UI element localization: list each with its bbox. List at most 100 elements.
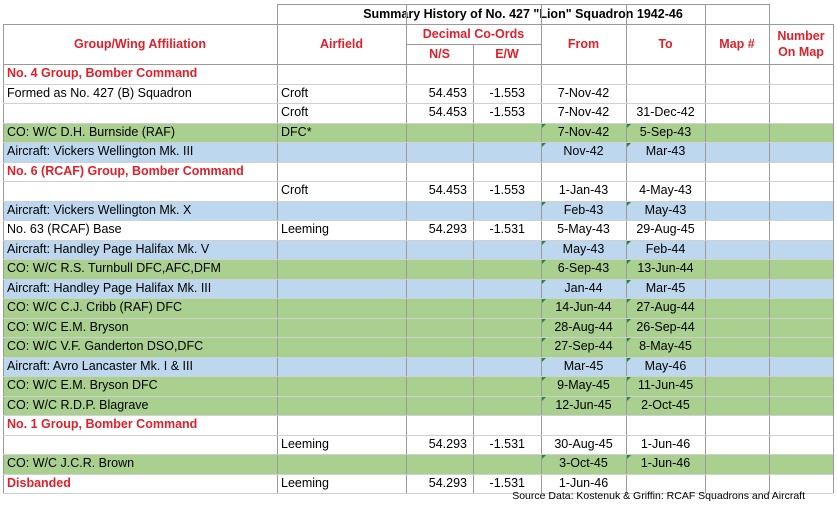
cell-to[interactable]: Mar-45 bbox=[645, 280, 686, 295]
cell-ew[interactable] bbox=[473, 298, 541, 318]
cell-to[interactable] bbox=[626, 64, 705, 84]
cell-airfield[interactable]: Croft bbox=[281, 105, 309, 119]
cell-ew[interactable]: -1.553 bbox=[489, 183, 525, 197]
cell-ew[interactable] bbox=[473, 162, 541, 182]
cell-from[interactable]: 30-Aug-45 bbox=[554, 436, 613, 451]
cell-ew[interactable] bbox=[473, 259, 541, 279]
cell-group[interactable]: No. 63 (RCAF) Base bbox=[7, 222, 122, 236]
cell-from[interactable]: 5-May-43 bbox=[557, 222, 610, 236]
cell-to[interactable]: Feb-44 bbox=[645, 241, 686, 256]
cell-ew[interactable] bbox=[473, 337, 541, 357]
cell-to[interactable]: 5-Sep-43 bbox=[639, 124, 692, 139]
cell-ns[interactable]: 54.453 bbox=[428, 105, 467, 119]
cell-airfield[interactable] bbox=[277, 201, 406, 221]
cell-airfield[interactable]: Leeming bbox=[281, 475, 329, 490]
cell-ew[interactable] bbox=[473, 318, 541, 338]
cell-from[interactable]: 12-Jun-45 bbox=[555, 397, 612, 412]
cell-from[interactable]: 7-Nov-42 bbox=[557, 85, 610, 100]
cell-from[interactable]: 7-Nov-42 bbox=[557, 105, 610, 119]
cell-group[interactable]: No. 6 (RCAF) Group, Bomber Command bbox=[7, 163, 244, 178]
cell-ns[interactable] bbox=[406, 415, 473, 435]
cell-group[interactable] bbox=[3, 103, 277, 123]
cell-to[interactable]: 13-Jun-44 bbox=[637, 261, 694, 275]
cell-to[interactable]: May-46 bbox=[644, 358, 687, 373]
cell-airfield[interactable]: Leeming bbox=[281, 436, 329, 451]
cell-group[interactable]: Aircraft: Vickers Wellington Mk. III bbox=[7, 144, 194, 158]
cell-ew[interactable] bbox=[473, 357, 541, 377]
cell-airfield[interactable]: DFC* bbox=[281, 124, 312, 139]
cell-airfield[interactable]: Croft bbox=[281, 85, 309, 100]
cell-ns[interactable] bbox=[406, 318, 473, 338]
cell-to[interactable] bbox=[626, 415, 705, 435]
cell-ns[interactable] bbox=[406, 259, 473, 279]
cell-airfield[interactable] bbox=[277, 259, 406, 279]
cell-from[interactable]: 3-Oct-45 bbox=[559, 456, 608, 470]
cell-ns[interactable] bbox=[406, 240, 473, 260]
cell-to[interactable]: 29-Aug-45 bbox=[636, 222, 695, 236]
cell-ew[interactable] bbox=[473, 279, 541, 299]
cell-airfield[interactable] bbox=[277, 142, 406, 162]
cell-airfield[interactable] bbox=[277, 240, 406, 260]
cell-ew[interactable]: -1.553 bbox=[489, 85, 525, 100]
cell-ns[interactable] bbox=[406, 357, 473, 377]
cell-ew[interactable] bbox=[473, 201, 541, 221]
cell-from[interactable]: Nov-42 bbox=[563, 144, 604, 158]
cell-group[interactable]: CO: W/C J.C.R. Brown bbox=[7, 456, 135, 470]
cell-group[interactable]: Aircraft: Avro Lancaster Mk. I & III bbox=[7, 358, 193, 373]
cell-group[interactable]: CO: W/C R.D.P. Blagrave bbox=[7, 397, 149, 412]
cell-ns[interactable] bbox=[406, 337, 473, 357]
cell-from[interactable]: 14-Jun-44 bbox=[555, 300, 612, 314]
cell-ns[interactable] bbox=[406, 142, 473, 162]
cell-airfield[interactable] bbox=[277, 64, 406, 84]
cell-group[interactable]: Aircraft: Handley Page Halifax Mk. III bbox=[7, 280, 212, 295]
cell-ns[interactable] bbox=[406, 201, 473, 221]
cell-ew[interactable] bbox=[473, 376, 541, 396]
cell-from[interactable] bbox=[541, 162, 626, 182]
cell-from[interactable]: 6-Sep-43 bbox=[557, 261, 610, 275]
cell-ew[interactable] bbox=[473, 396, 541, 416]
cell-ew[interactable]: -1.531 bbox=[489, 475, 525, 490]
cell-ew[interactable] bbox=[473, 123, 541, 143]
cell-group[interactable]: Formed as No. 427 (B) Squadron bbox=[7, 85, 192, 100]
cell-airfield[interactable]: Leeming bbox=[281, 222, 329, 236]
cell-to[interactable]: 26-Sep-44 bbox=[636, 319, 695, 334]
cell-ns[interactable] bbox=[406, 298, 473, 318]
cell-from[interactable] bbox=[541, 64, 626, 84]
cell-ew[interactable] bbox=[473, 454, 541, 474]
cell-ew[interactable] bbox=[473, 142, 541, 162]
cell-to[interactable] bbox=[626, 84, 705, 104]
cell-airfield[interactable] bbox=[277, 396, 406, 416]
cell-to[interactable]: 4-May-43 bbox=[639, 183, 692, 197]
cell-from[interactable]: 28-Aug-44 bbox=[554, 319, 613, 334]
cell-to[interactable]: May-43 bbox=[644, 202, 687, 217]
cell-group[interactable]: CO: W/C E.M. Bryson DFC bbox=[7, 378, 158, 392]
cell-ew[interactable] bbox=[473, 64, 541, 84]
cell-ns[interactable]: 54.453 bbox=[428, 85, 467, 100]
cell-ew[interactable] bbox=[473, 240, 541, 260]
cell-group[interactable]: Disbanded bbox=[7, 475, 71, 490]
cell-ew[interactable]: -1.531 bbox=[489, 436, 525, 451]
cell-airfield[interactable] bbox=[277, 279, 406, 299]
cell-ns[interactable]: 54.293 bbox=[428, 475, 467, 490]
cell-ns[interactable]: 54.293 bbox=[428, 222, 467, 236]
cell-to[interactable]: 2-Oct-45 bbox=[641, 397, 690, 412]
cell-ew[interactable] bbox=[473, 415, 541, 435]
cell-to[interactable]: 27-Aug-44 bbox=[636, 300, 695, 314]
cell-from[interactable]: 1-Jun-46 bbox=[558, 475, 609, 490]
cell-to[interactable]: 1-Jun-46 bbox=[640, 436, 691, 451]
cell-from[interactable]: Jan-44 bbox=[564, 280, 603, 295]
cell-group[interactable]: CO: W/C E.M. Bryson bbox=[7, 319, 129, 334]
cell-from[interactable]: Mar-45 bbox=[563, 358, 604, 373]
cell-to[interactable]: 31-Dec-42 bbox=[636, 105, 695, 119]
cell-ns[interactable] bbox=[406, 454, 473, 474]
cell-ns[interactable] bbox=[406, 279, 473, 299]
cell-ns[interactable]: 54.453 bbox=[428, 183, 467, 197]
cell-group[interactable]: CO: W/C C.J. Cribb (RAF) DFC bbox=[7, 300, 182, 314]
cell-ns[interactable] bbox=[406, 162, 473, 182]
cell-ns[interactable]: 54.293 bbox=[428, 436, 467, 451]
cell-group[interactable]: No. 4 Group, Bomber Command bbox=[7, 66, 198, 80]
cell-airfield[interactable] bbox=[277, 162, 406, 182]
cell-from[interactable]: 27-Sep-44 bbox=[554, 339, 613, 353]
cell-airfield[interactable] bbox=[277, 376, 406, 396]
cell-from[interactable]: 7-Nov-42 bbox=[557, 124, 610, 139]
